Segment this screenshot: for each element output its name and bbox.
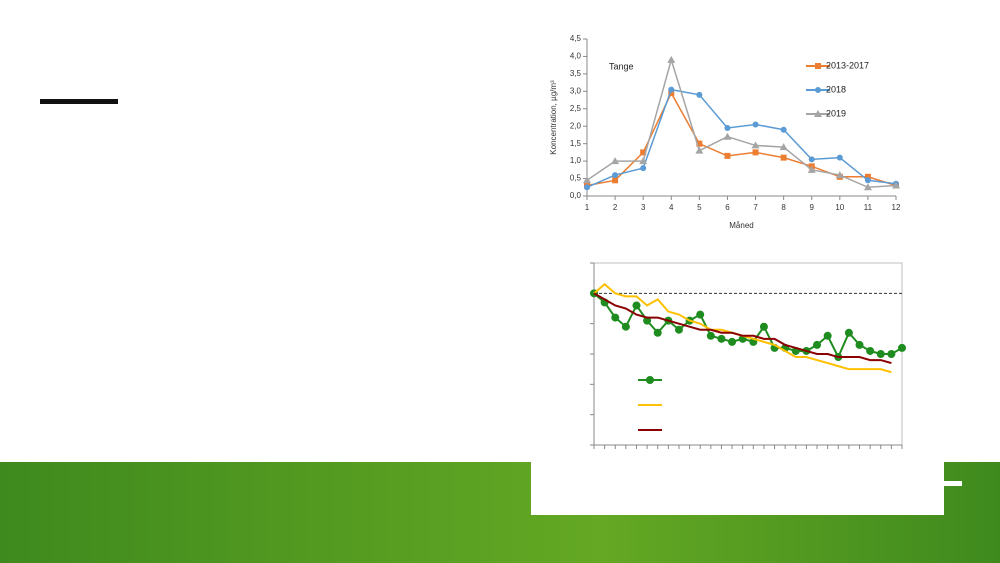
x-tick-label: 10 <box>835 203 844 212</box>
y-tick-label: 1,5 <box>570 139 582 148</box>
x-tick-label: 9 <box>810 203 815 212</box>
marker <box>621 322 630 331</box>
marker <box>866 346 875 355</box>
marker <box>855 340 864 349</box>
marker <box>815 63 821 69</box>
marker <box>728 337 737 346</box>
marker <box>632 301 641 310</box>
marker <box>724 152 731 159</box>
marker <box>612 172 619 179</box>
footer-box <box>531 462 944 515</box>
marker <box>653 328 662 337</box>
marker <box>643 316 652 325</box>
title-bar <box>40 99 118 104</box>
series-line <box>586 57 897 189</box>
x-tick-label: 7 <box>753 203 758 212</box>
y-axis-label: Koncentration, µg/m³ <box>549 80 558 155</box>
annotation: Tange <box>609 61 634 71</box>
y-tick-label: 1,0 <box>570 156 582 165</box>
marker <box>646 376 654 384</box>
y-tick-label: 0,0 <box>570 191 582 200</box>
x-tick-label: 3 <box>641 203 646 212</box>
x-tick-label: 11 <box>864 203 873 212</box>
y-tick-label: 0,5 <box>570 174 582 183</box>
plot-frame <box>593 262 903 446</box>
marker <box>752 121 759 128</box>
marker <box>863 183 872 191</box>
marker <box>696 310 705 319</box>
marker <box>864 173 871 180</box>
x-tick-label: 1 <box>585 203 590 212</box>
marker <box>876 350 885 358</box>
marker <box>808 156 815 163</box>
marker <box>864 177 871 184</box>
x-tick-label: 4 <box>669 203 674 212</box>
series-line <box>586 88 897 188</box>
marker <box>836 154 843 161</box>
marker <box>724 124 731 131</box>
y-tick-label: 3,5 <box>570 69 582 78</box>
marker <box>723 132 732 140</box>
marker <box>752 149 759 156</box>
marker <box>813 340 822 349</box>
marker <box>584 184 590 191</box>
marker <box>759 322 768 331</box>
y-tick-label: 3,0 <box>570 86 582 95</box>
marker <box>706 331 715 340</box>
x-tick-label: 12 <box>892 203 901 212</box>
marker <box>717 334 726 343</box>
x-axis-label: Måned <box>729 221 753 230</box>
marker <box>814 110 822 117</box>
marker <box>823 331 832 340</box>
marker <box>779 143 788 151</box>
x-tick-label: 5 <box>697 203 702 212</box>
marker <box>668 86 675 93</box>
series-line <box>593 292 903 360</box>
x-tick-label: 8 <box>781 203 786 212</box>
legend-label: 2019 <box>826 108 846 118</box>
series-line <box>593 292 892 365</box>
legend-label: 2013-2017 <box>826 60 869 70</box>
marker <box>639 157 648 165</box>
marker <box>611 157 620 165</box>
marker <box>835 171 844 179</box>
x-tick-label: 6 <box>725 203 730 212</box>
marker <box>780 126 787 133</box>
y-tick-label: 2,0 <box>570 121 582 130</box>
marker <box>887 350 896 358</box>
marker <box>583 176 591 184</box>
marker <box>667 55 676 63</box>
marker <box>898 343 906 352</box>
y-tick-label: 4,0 <box>570 52 582 61</box>
footer-dash <box>944 481 962 486</box>
marker <box>611 313 620 322</box>
marker <box>674 325 683 334</box>
marker <box>892 181 900 189</box>
marker <box>695 146 704 154</box>
marker <box>815 87 821 93</box>
marker <box>668 90 675 97</box>
y-tick-label: 4,5 <box>570 34 582 43</box>
marker <box>640 165 647 172</box>
marker <box>807 165 816 173</box>
x-tick-label: 2 <box>613 203 618 212</box>
series-line <box>586 91 897 187</box>
y-tick-label: 2,5 <box>570 104 582 113</box>
marker <box>780 154 787 161</box>
marker <box>751 141 760 149</box>
series-line <box>593 282 892 374</box>
marker <box>844 328 853 337</box>
marker <box>640 149 647 156</box>
marker <box>612 177 619 184</box>
legend-label: 2018 <box>826 84 846 94</box>
marker <box>696 140 703 147</box>
marker <box>696 91 703 98</box>
